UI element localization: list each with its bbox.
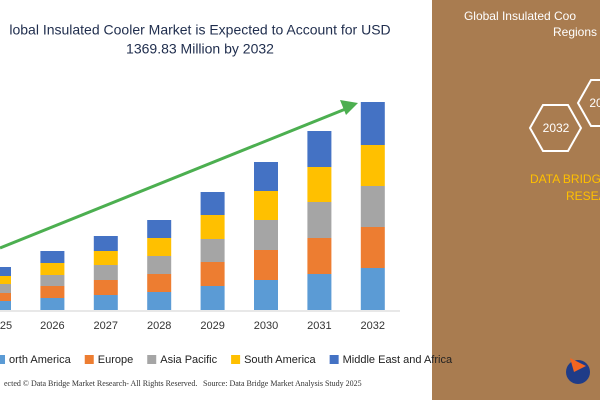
bar-segment <box>40 275 65 286</box>
bar-segment <box>307 202 332 238</box>
panel-title: Regions <box>553 25 597 39</box>
bar-segment <box>40 263 65 275</box>
bar-segment <box>200 239 225 262</box>
legend-swatch <box>84 355 94 364</box>
side-panel <box>432 0 600 400</box>
x-tick-label: 2031 <box>307 320 331 332</box>
brand: RESEA <box>566 189 600 203</box>
source: Source: Data Bridge Market Analysis Stud… <box>203 379 362 388</box>
hex-label: 20 <box>589 96 600 110</box>
x-tick-label: 2026 <box>40 320 64 332</box>
bar-segment <box>147 220 172 238</box>
bar-segment <box>254 220 278 250</box>
bar-segment <box>93 280 118 295</box>
bar-segment <box>0 267 11 276</box>
x-tick-label: 2032 <box>361 320 385 332</box>
legend-swatch <box>0 355 5 364</box>
bar-segment <box>0 293 11 301</box>
chart-title: lobal Insulated Cooler Market is Expecte… <box>9 22 390 38</box>
bar-segment <box>200 215 225 239</box>
bar-segment <box>200 262 225 286</box>
bar-segment <box>40 286 65 298</box>
bar-segment <box>93 251 118 265</box>
bar-segment <box>307 238 332 274</box>
bar-segment <box>254 162 278 191</box>
bar-segment <box>0 284 11 293</box>
brand: DATA BRIDG <box>530 172 600 186</box>
bar-segment <box>147 292 172 310</box>
bar-segment <box>93 236 118 251</box>
arrow-head <box>340 100 358 115</box>
bar-segment <box>254 250 278 280</box>
bar-segment <box>307 274 332 310</box>
chart-subtitle: 1369.83 Million by 2032 <box>126 41 274 57</box>
hexagon <box>576 79 600 127</box>
x-tick-label: 2029 <box>200 320 224 332</box>
x-tick-label: 25 <box>0 320 12 332</box>
bar-segment <box>40 298 65 310</box>
bar-segment <box>307 131 332 167</box>
bar-segment <box>200 192 225 215</box>
x-tick-label: 2027 <box>94 320 118 332</box>
bar-segment <box>40 251 65 263</box>
hexagon <box>528 104 583 152</box>
bar-segment <box>254 280 278 310</box>
bar-segment <box>360 268 385 310</box>
trend-arrow <box>0 106 349 250</box>
legend-swatch <box>231 355 241 364</box>
legend-label: orth America <box>9 354 72 366</box>
bar-segment <box>307 167 332 202</box>
legend-swatch <box>329 355 339 364</box>
bar-segment <box>0 276 11 284</box>
bar-segment <box>93 265 118 280</box>
legend-label: Middle East and Africa <box>343 354 453 366</box>
x-tick-label: 2030 <box>254 320 278 332</box>
bar-segment <box>93 295 118 310</box>
bar-segment <box>200 286 225 310</box>
bar-segment <box>360 227 385 268</box>
bar-segment <box>360 186 385 227</box>
bar-segment <box>147 256 172 274</box>
hex-label: 2032 <box>543 121 570 135</box>
bar-segment <box>147 238 172 256</box>
legend-label: South America <box>244 354 316 366</box>
x-tick-label: 2028 <box>147 320 171 332</box>
bar-segment <box>254 191 278 220</box>
legend-swatch <box>147 355 157 364</box>
panel-title: Global Insulated Coo <box>464 9 576 23</box>
bar-segment <box>360 145 385 186</box>
bar-segment <box>0 301 11 310</box>
bar-segment <box>360 102 385 145</box>
bar-segment <box>147 274 172 292</box>
logo <box>570 358 586 372</box>
legend-label: Europe <box>98 354 133 366</box>
copyright: ected © Data Bridge Market Research- All… <box>4 379 197 388</box>
legend-label: Asia Pacific <box>160 354 217 366</box>
